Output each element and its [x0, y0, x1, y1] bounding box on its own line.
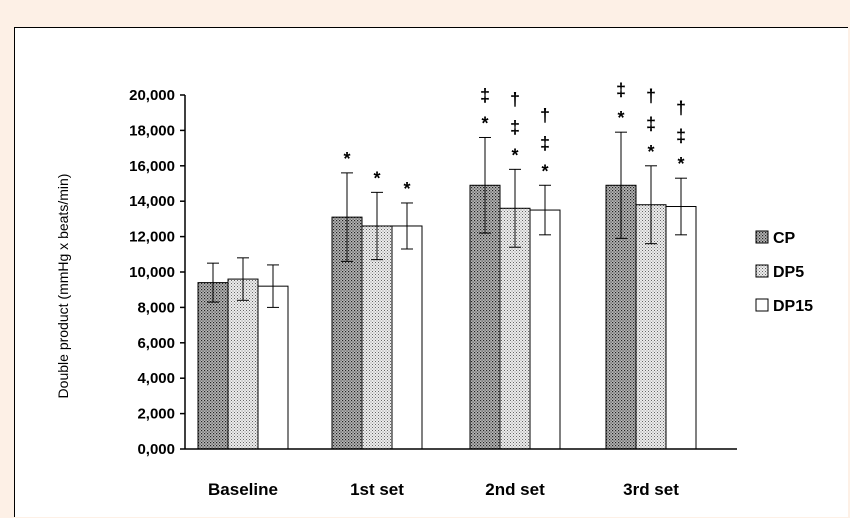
y-tick-label: 0,000	[137, 441, 175, 458]
significance-marker: ‡	[540, 133, 550, 153]
legend-swatch-dp15	[755, 298, 769, 312]
significance-marker: ‡	[510, 117, 520, 137]
y-tick-label: 6,000	[137, 335, 175, 352]
legend-label-dp15: DP15	[773, 298, 813, 315]
y-tick-label: 4,000	[137, 370, 175, 387]
chart-frame: Double product (mmHg x beats/min) 0,000 2…	[14, 27, 848, 517]
y-tick-label: 18,000	[129, 122, 175, 139]
legend-label-dp5: DP5	[773, 264, 804, 281]
bar-dp5-0	[227, 278, 259, 450]
x-category-label: 3rd set	[623, 480, 679, 499]
significance-marker: *	[511, 145, 518, 165]
x-category-label: 2nd set	[485, 480, 545, 499]
significance-marker: ‡	[480, 85, 490, 105]
bar-chart: Double product (mmHg x beats/min) 0,000 2…	[55, 80, 813, 499]
significance-marker: *	[481, 113, 488, 133]
significance-marker: *	[403, 179, 410, 199]
bar-dp5-1	[361, 225, 393, 450]
significance-marker: *	[373, 168, 380, 188]
legend-swatch-cp	[755, 230, 769, 244]
legend-label-cp: CP	[773, 230, 796, 247]
y-tick-label: 14,000	[129, 193, 175, 210]
significance-marker: ‡	[616, 80, 626, 100]
x-category-label: Baseline	[208, 480, 278, 499]
significance-marker: *	[647, 142, 654, 162]
significance-marker: †	[676, 98, 686, 118]
x-category-label: 1st set	[350, 480, 404, 499]
y-tick-label: 10,000	[129, 264, 175, 281]
significance-marker: ‡	[646, 114, 656, 134]
significance-marker: *	[617, 108, 624, 128]
bar-dp15-2	[529, 209, 561, 450]
y-axis-label: Double product (mmHg x beats/min)	[55, 174, 71, 399]
legend-swatch-dp5	[755, 264, 769, 278]
significance-marker: †	[540, 105, 550, 125]
y-tick-label: 2,000	[137, 406, 175, 423]
significance-marker: *	[343, 149, 350, 169]
significance-marker: ‡	[676, 126, 686, 146]
bar-cp-0	[197, 282, 229, 450]
significance-marker: *	[677, 154, 684, 174]
significance-marker: *	[541, 161, 548, 181]
bar-dp15-1	[391, 225, 423, 450]
y-tick-label: 8,000	[137, 299, 175, 316]
bar-dp15-0	[257, 285, 289, 450]
significance-marker: †	[646, 86, 656, 106]
y-tick-label: 20,000	[129, 87, 175, 104]
bar-dp5-2	[499, 207, 531, 450]
y-tick-label: 12,000	[129, 229, 175, 246]
y-tick-label: 16,000	[129, 158, 175, 175]
bar-dp15-3	[665, 206, 697, 450]
significance-marker: †	[510, 89, 520, 109]
